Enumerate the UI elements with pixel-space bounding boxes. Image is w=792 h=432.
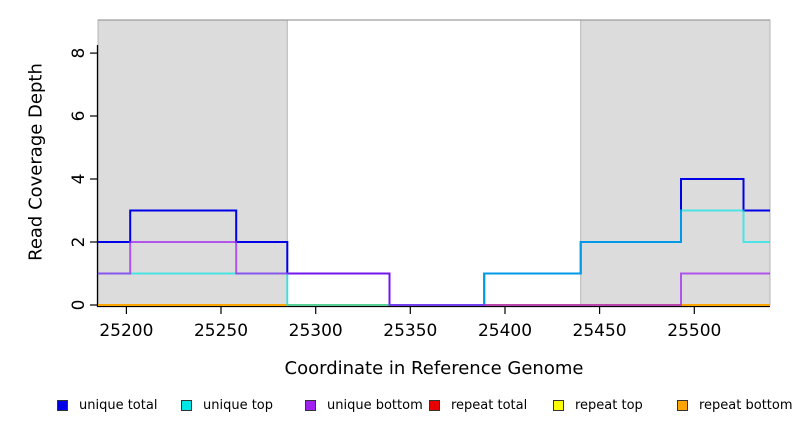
legend-swatch-repeat-total: [429, 400, 440, 411]
legend-swatch-unique-bottom: [305, 400, 316, 411]
x-tick-label: 25400: [478, 321, 532, 341]
legend-item-repeat-top: repeat top: [553, 398, 677, 413]
legend-item-unique-top: unique top: [181, 398, 305, 413]
legend-swatch-unique-top: [181, 400, 192, 411]
legend-label: repeat bottom: [699, 398, 792, 413]
x-tick-label: 25500: [667, 321, 721, 341]
shaded-regions: [97, 19, 771, 306]
legend-label: unique total: [79, 398, 158, 413]
x-tick-label: 25350: [383, 321, 437, 341]
legend-label: repeat top: [575, 398, 643, 413]
shaded-region: [97, 19, 288, 306]
legend-item-unique-total: unique total: [57, 398, 181, 413]
y-tick-label: 2: [69, 237, 89, 248]
legend-swatch-unique-total: [57, 400, 68, 411]
y-tick-label: 6: [69, 111, 89, 122]
y-axis-title: Read Coverage Depth: [25, 63, 47, 261]
legend-item-unique-bottom: unique bottom: [305, 398, 429, 413]
y-tick-label: 0: [69, 300, 89, 311]
y-tick-label: 4: [69, 174, 89, 185]
series-unique-bottom: [98, 241, 770, 306]
y-tick-label: 8: [69, 48, 89, 59]
series-unique-top: [98, 209, 770, 306]
series-lines: [98, 178, 770, 306]
legend-item-repeat-total: repeat total: [429, 398, 553, 413]
x-tick-label: 25450: [573, 321, 627, 341]
legend-swatch-repeat-top: [553, 400, 564, 411]
axes: [90, 45, 770, 314]
legend-item-repeat-bottom: repeat bottom: [677, 398, 792, 413]
tick-labels: 25200 25250 25300 25350 25400 25450 25500 0 2 4 6 8: [69, 48, 721, 341]
x-tick-label: 25300: [289, 321, 343, 341]
legend-label: repeat total: [451, 398, 528, 413]
x-tick-label: 25200: [99, 321, 153, 341]
legend: unique total unique top unique bottom re…: [57, 398, 792, 413]
legend-swatch-repeat-bottom: [677, 400, 688, 411]
x-tick-label: 25250: [194, 321, 248, 341]
x-axis-title: Coordinate in Reference Genome: [284, 358, 584, 379]
shaded-region: [580, 19, 771, 306]
legend-label: unique bottom: [327, 398, 423, 413]
legend-label: unique top: [203, 398, 274, 413]
